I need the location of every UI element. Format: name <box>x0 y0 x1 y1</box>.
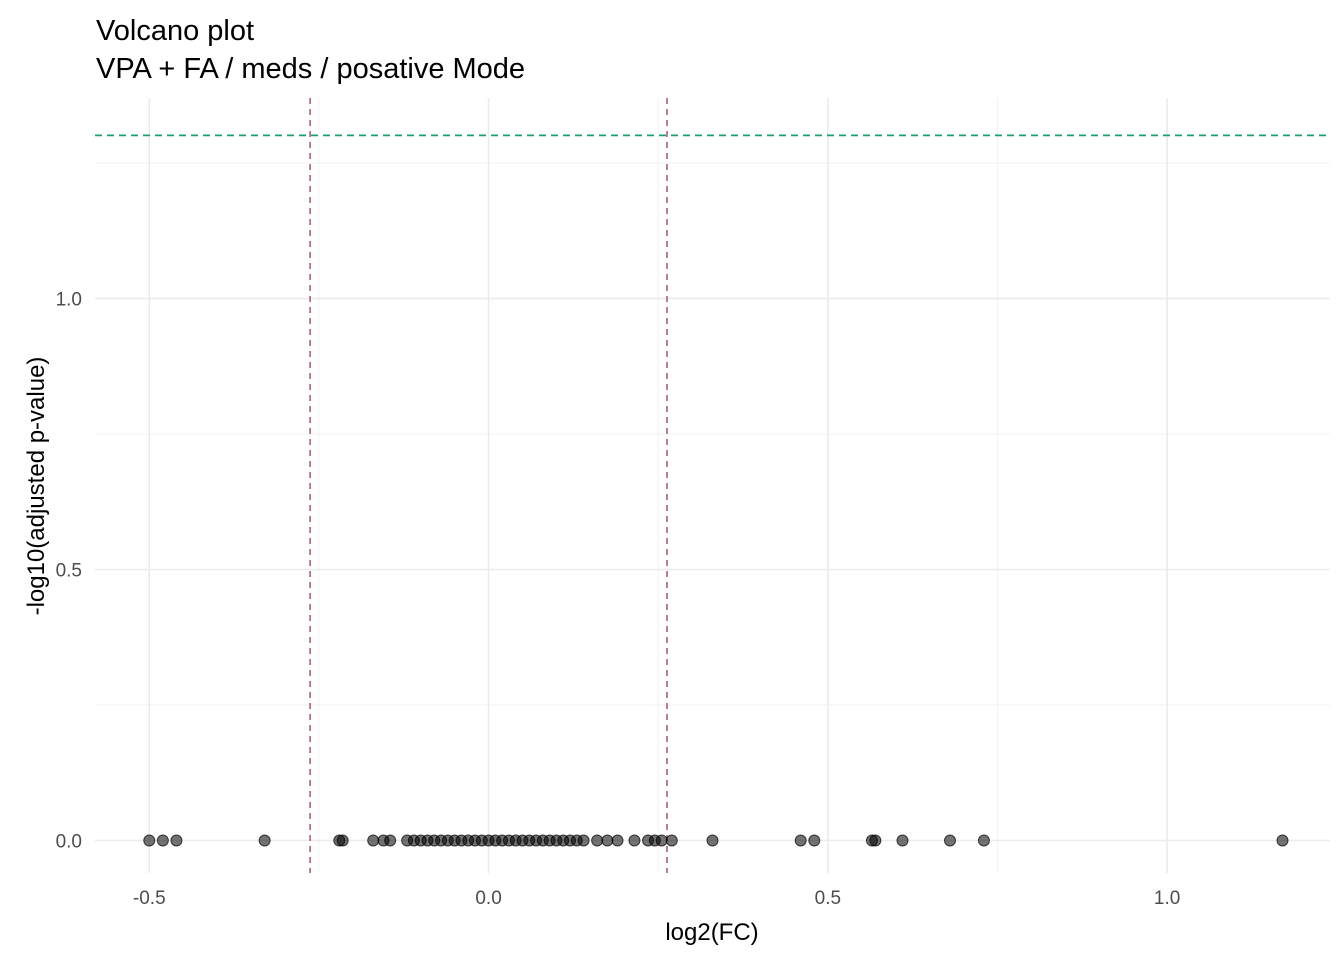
data-point <box>794 834 807 847</box>
data-point <box>655 834 668 847</box>
data-point <box>143 834 156 847</box>
data-point <box>944 834 956 847</box>
y-tick-label: 0.5 <box>56 561 82 582</box>
data-point <box>384 834 397 847</box>
data-point <box>367 834 380 847</box>
data-point <box>628 834 641 847</box>
data-points <box>143 834 1289 847</box>
data-point <box>336 834 349 847</box>
x-tick-label: 1.0 <box>1154 888 1180 909</box>
data-point <box>977 834 990 847</box>
chart-title: Volcano plot <box>96 15 254 47</box>
grid-lines <box>95 98 1330 873</box>
data-point <box>869 834 882 847</box>
x-tick-labels: -0.5 0.0 0.5 1.0 <box>133 888 1180 909</box>
chart-subtitle: VPA + FA / meds / posative Mode <box>96 53 525 85</box>
data-point <box>1276 834 1289 847</box>
data-point <box>896 834 909 847</box>
data-point <box>258 834 271 847</box>
data-point <box>808 834 821 847</box>
x-axis-title: log2(FC) <box>665 919 758 946</box>
y-axis-title: -log10(adjusted p-value) <box>23 357 50 616</box>
data-point <box>601 834 614 847</box>
data-point <box>156 834 169 847</box>
x-tick-label: 0.0 <box>475 888 501 909</box>
x-tick-label: -0.5 <box>133 888 166 909</box>
data-point <box>591 834 604 847</box>
y-tick-label: 0.0 <box>56 831 82 852</box>
reference-lines <box>95 98 1330 873</box>
data-point <box>665 834 678 847</box>
data-point <box>611 834 624 847</box>
data-point <box>577 834 590 847</box>
y-tick-labels: 0.0 0.5 1.0 <box>56 290 82 853</box>
data-point <box>706 834 719 847</box>
x-tick-label: 0.5 <box>815 888 841 909</box>
y-tick-label: 1.0 <box>56 290 82 311</box>
data-point <box>170 834 183 847</box>
